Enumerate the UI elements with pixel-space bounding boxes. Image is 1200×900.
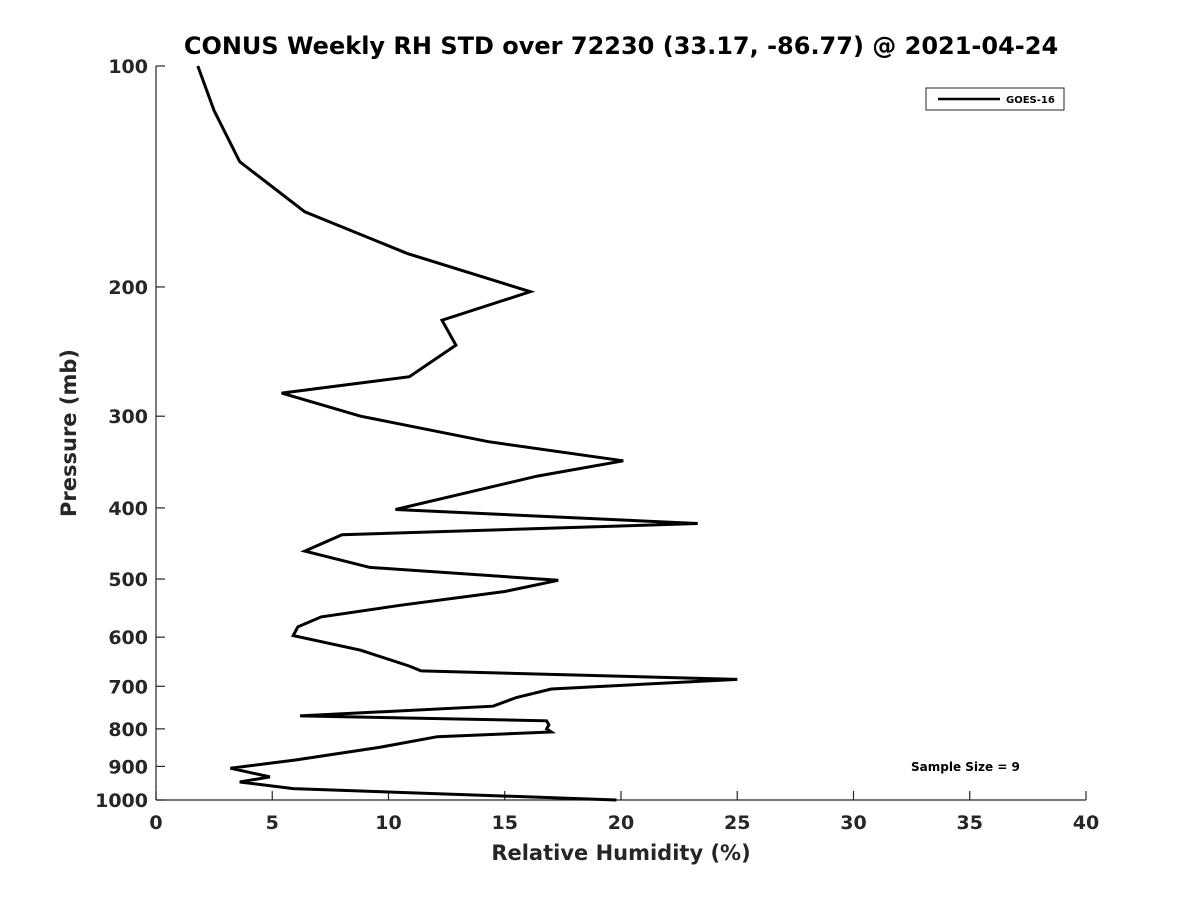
- x-tick-label: 25: [724, 812, 750, 834]
- x-ticks: 0 5 10 15 20 25 30 35 40: [149, 791, 1099, 834]
- y-axis-label: Pressure (mb): [57, 349, 81, 517]
- y-tick-label: 800: [108, 719, 148, 741]
- x-tick-label: 0: [149, 812, 162, 834]
- y-tick-label: 400: [108, 498, 148, 520]
- y-tick-label: 200: [108, 277, 148, 299]
- x-tick-label: 10: [375, 812, 401, 834]
- y-tick-label: 300: [108, 406, 148, 428]
- sample-size-annotation: Sample Size = 9: [911, 760, 1020, 774]
- x-tick-label: 5: [266, 812, 279, 834]
- chart-title: CONUS Weekly RH STD over 72230 (33.17, -…: [184, 32, 1058, 60]
- y-tick-label: 700: [108, 676, 148, 698]
- y-tick-label: 500: [108, 569, 148, 591]
- y-tick-label: 100: [108, 56, 148, 78]
- y-ticks: 100 200 300 400 500 600 700 800 900 1000: [95, 56, 165, 812]
- y-tick-label: 900: [108, 756, 148, 778]
- y-tick-label: 1000: [95, 790, 148, 812]
- x-tick-label: 15: [492, 812, 518, 834]
- y-tick-label: 600: [108, 627, 148, 649]
- series-line-goes-16: [196, 65, 738, 802]
- x-tick-label: 40: [1073, 812, 1099, 834]
- x-tick-label: 35: [957, 812, 983, 834]
- x-axis-label: Relative Humidity (%): [491, 841, 750, 865]
- x-tick-label: 20: [608, 812, 634, 834]
- series-layer: [196, 65, 738, 802]
- x-tick-label: 30: [840, 812, 866, 834]
- legend: GOES-16: [925, 87, 1065, 111]
- legend-label-goes-16: GOES-16: [1006, 95, 1055, 106]
- plot-axes: [155, 66, 1086, 801]
